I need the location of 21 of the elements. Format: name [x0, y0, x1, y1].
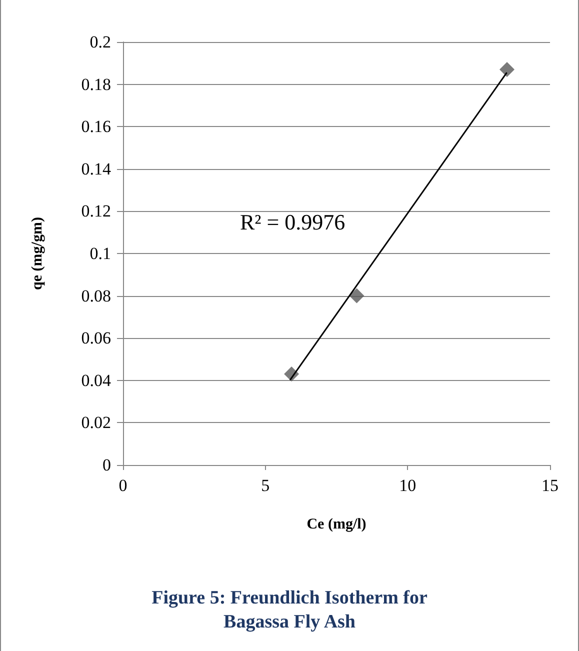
- y-tick-label: 0.06: [81, 328, 111, 348]
- y-tick-label: 0.2: [90, 32, 111, 52]
- text: Figure 5: Freundlich Isotherm for Bagassa Fly Ash: [152, 588, 428, 632]
- x-tick-label: 15: [542, 476, 558, 495]
- annotation: R² = 0.9976: [240, 210, 346, 234]
- y-tick-label: 0: [102, 456, 111, 474]
- y-tick-label: 0.04: [81, 370, 112, 390]
- y-tick-label: 0.08: [81, 286, 111, 306]
- x-axis-title: Ce (mg/l): [306, 516, 366, 532]
- y-tick-label: 0.12: [81, 202, 111, 221]
- y-tick-label: 0.18: [81, 74, 111, 94]
- y-axis-title: qe (mg/gm): [30, 217, 46, 290]
- y-tick-label: 0.02: [81, 413, 111, 432]
- x-tick-label: 10: [399, 476, 416, 495]
- x-tick-label: 5: [261, 476, 270, 495]
- x-tick-label: 0: [118, 476, 128, 495]
- y-tick-label: 0.1: [90, 244, 111, 263]
- y-tick-label: 0.16: [81, 117, 111, 136]
- y-tick-label: 0.14: [81, 159, 112, 178]
- point: [349, 288, 364, 304]
- point: [500, 62, 515, 77]
